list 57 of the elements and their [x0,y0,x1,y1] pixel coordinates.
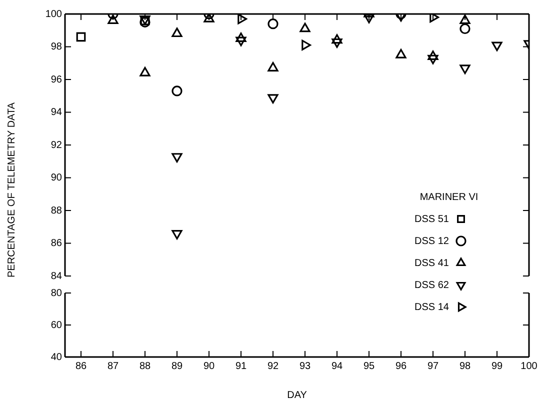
point [332,38,342,48]
y-tick-label: 60 [50,320,62,331]
point [76,32,86,42]
x-tick-label: 98 [459,360,471,372]
y-tick-label: 98 [50,42,62,52]
point [428,54,438,64]
x-tick-label: 91 [235,360,247,372]
point [300,22,310,32]
point [460,14,470,24]
y-tick-label: 92 [50,140,62,151]
legend-title: MARINER VI [420,192,478,203]
x-tick-label: 97 [427,360,439,372]
y-tick-label: 86 [50,238,62,249]
point [204,14,214,22]
y-tick-label: 94 [50,107,62,118]
point [430,14,439,23]
point [108,14,118,24]
point [172,28,182,38]
y-tick-label: 96 [50,74,62,86]
y-tick-label: 88 [50,205,62,216]
x-tick-label: 87 [107,360,119,372]
legend-label: DSS 12 [414,236,450,247]
point [172,153,182,162]
x-tick-label: 99 [491,360,503,372]
x-tick-label: 89 [171,360,183,372]
x-axis-title: DAY [287,390,308,401]
point [302,40,311,50]
x-tick-label: 100 [520,360,538,372]
point [460,23,470,34]
y-tick-label: 90 [50,172,62,184]
x-tick-label: 95 [363,360,375,372]
point [492,42,502,52]
y-tick-label: 40 [50,352,62,363]
y-axis-title: PERCENTAGE OF TELEMETRY DATA [6,102,18,278]
point [172,86,182,96]
point [364,14,374,24]
y-tick-label: 80 [50,288,62,299]
x-tick-label: 86 [75,360,87,372]
point [268,18,278,30]
x-tick-label: 92 [267,360,279,372]
x-tick-label: 90 [203,360,215,372]
legend-label: DSS 62 [414,280,450,291]
point [236,36,246,46]
point [238,14,247,24]
point [268,94,278,104]
point [460,64,470,74]
legend-label: DSS 41 [414,258,450,269]
point [332,34,342,44]
x-tick-label: 94 [331,360,343,372]
x-tick-label: 88 [139,360,151,372]
x-tick-label: 96 [395,360,407,372]
y-tick-label: 100 [45,8,62,20]
y-tick-label: 84 [50,270,62,282]
legend-label: DSS 51 [414,214,450,225]
point [172,230,182,240]
legend-label: DSS 14 [414,302,450,313]
x-tick-label: 93 [299,360,311,372]
